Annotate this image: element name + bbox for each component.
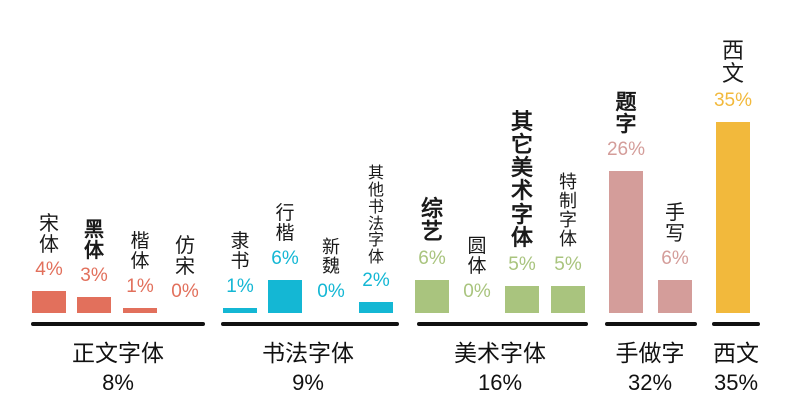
bar bbox=[223, 307, 257, 313]
category-label-char: 楷 bbox=[130, 229, 150, 252]
category-label-char: 其 bbox=[510, 110, 533, 136]
category-label: 其它美术字体 bbox=[502, 111, 542, 250]
category-label-char: 文 bbox=[721, 62, 744, 88]
category-label: 其他书法字体 bbox=[356, 163, 396, 267]
category-label: 隶书 bbox=[220, 229, 260, 272]
bar-value-label: 3% bbox=[80, 264, 108, 286]
bar bbox=[551, 285, 585, 313]
category-label-char: 其 bbox=[367, 163, 384, 183]
category-label-char: 美 bbox=[510, 156, 533, 182]
category-label: 黑体 bbox=[74, 216, 114, 262]
category-label-char: 体 bbox=[367, 247, 384, 267]
bar-value-label: 5% bbox=[554, 253, 582, 275]
group-name: 书法字体 bbox=[262, 341, 354, 367]
category-label-char: 体 bbox=[39, 232, 59, 257]
category-label: 行楷 bbox=[265, 202, 305, 245]
group-name: 美术字体 bbox=[454, 341, 546, 367]
category-label-char: 隶 bbox=[230, 229, 250, 252]
bar-value-label: 1% bbox=[126, 275, 154, 297]
category-label-char: 特 bbox=[559, 172, 577, 194]
bar-value-label: 26% bbox=[606, 139, 646, 161]
group-name: 正文字体 bbox=[72, 341, 164, 367]
category-label-char: 制 bbox=[559, 191, 577, 213]
category-label-char: 体 bbox=[467, 255, 487, 278]
category-label-char: 手 bbox=[665, 200, 685, 225]
bar bbox=[658, 280, 692, 313]
category-label-char: 圆 bbox=[467, 235, 487, 258]
bar-value-label: 4% bbox=[35, 259, 63, 281]
bar-value-label: 2% bbox=[362, 270, 390, 292]
category-label: 手写 bbox=[655, 202, 695, 244]
category-label-char: 书 bbox=[230, 249, 250, 272]
bar-value-label: 0% bbox=[171, 281, 199, 302]
group-name: 西文 bbox=[713, 341, 759, 367]
category-label-char: 他 bbox=[367, 180, 384, 200]
bar bbox=[609, 171, 643, 313]
bar-value-label: 5% bbox=[508, 253, 536, 275]
category-label-char: 写 bbox=[665, 221, 685, 246]
category-label-char: 黑 bbox=[84, 216, 104, 241]
category-label: 仿宋 bbox=[165, 235, 205, 277]
bar-value-label: 0% bbox=[317, 281, 345, 302]
category-label-char: 宋 bbox=[175, 254, 195, 278]
category-label-char: 楷 bbox=[275, 222, 295, 245]
category-label-char: 字 bbox=[367, 230, 384, 250]
category-label-char: 字 bbox=[615, 112, 637, 137]
category-label-char: 行 bbox=[275, 202, 295, 225]
bar-value-label: 35% bbox=[713, 90, 753, 112]
category-label-char: 书 bbox=[367, 196, 384, 216]
group-underline bbox=[221, 322, 399, 326]
category-label-char: 艺 bbox=[420, 220, 443, 246]
category-label: 西文 bbox=[713, 40, 753, 86]
category-label: 题字 bbox=[606, 91, 646, 135]
category-label: 特制字体 bbox=[548, 172, 588, 250]
category-label-char: 体 bbox=[510, 225, 533, 251]
category-label: 圆体 bbox=[457, 235, 497, 278]
category-label: 楷体 bbox=[120, 229, 160, 272]
category-label-char: 仿 bbox=[175, 233, 195, 257]
category-label-char: 新 bbox=[322, 237, 340, 259]
group-underline bbox=[417, 322, 588, 326]
category-label-char: 体 bbox=[84, 237, 104, 262]
category-label: 新魏 bbox=[311, 237, 351, 278]
bar bbox=[505, 285, 539, 313]
category-label: 综艺 bbox=[412, 198, 452, 244]
bar bbox=[32, 291, 66, 313]
category-label-char: 魏 bbox=[322, 256, 340, 278]
bar bbox=[415, 280, 449, 313]
category-label-char: 法 bbox=[367, 213, 384, 233]
bar bbox=[123, 307, 157, 313]
group-total: 16% bbox=[477, 370, 523, 395]
bar bbox=[268, 280, 302, 313]
category-label-char: 综 bbox=[420, 197, 443, 223]
group-total: 32% bbox=[627, 370, 673, 395]
category-label-char: 字 bbox=[510, 202, 533, 228]
category-label-char: 体 bbox=[130, 249, 150, 272]
group-underline bbox=[712, 322, 760, 326]
category-label-char: 它 bbox=[510, 133, 533, 159]
group-name: 手做字 bbox=[615, 341, 685, 367]
category-label-char: 西 bbox=[721, 39, 744, 65]
category-label-char: 字 bbox=[559, 209, 577, 231]
group-total: 35% bbox=[713, 370, 759, 395]
bar-value-label: 0% bbox=[463, 281, 491, 302]
group-total: 9% bbox=[292, 370, 324, 395]
group-underline bbox=[605, 322, 697, 326]
bar bbox=[359, 302, 393, 313]
category-label-char: 体 bbox=[559, 228, 577, 250]
bar bbox=[716, 122, 750, 313]
group-total: 8% bbox=[102, 370, 134, 395]
bar-value-label: 1% bbox=[226, 275, 254, 297]
bar-value-label: 6% bbox=[661, 248, 689, 270]
category-label-char: 题 bbox=[615, 90, 637, 115]
bar bbox=[77, 296, 111, 313]
bar-value-label: 6% bbox=[271, 248, 299, 270]
category-label-char: 宋 bbox=[39, 211, 59, 236]
category-label: 宋体 bbox=[29, 213, 69, 255]
category-label-char: 术 bbox=[510, 179, 533, 205]
bar-value-label: 6% bbox=[418, 248, 446, 270]
group-underline bbox=[31, 322, 205, 326]
